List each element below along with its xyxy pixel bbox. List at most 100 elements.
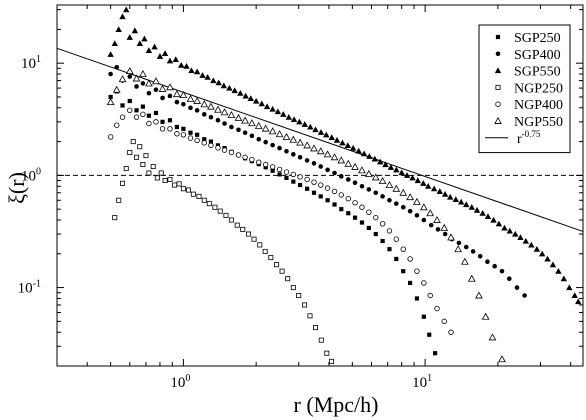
legend-box [478, 24, 571, 154]
data-point [228, 149, 235, 156]
data-point [339, 139, 346, 146]
data-point [452, 196, 460, 203]
data-point [538, 250, 546, 257]
data-point [382, 161, 389, 168]
data-point [120, 180, 126, 186]
data-point [296, 138, 304, 146]
power-law-line [56, 47, 584, 232]
data-point [393, 166, 400, 173]
data-point [195, 132, 200, 137]
data-point [196, 193, 202, 199]
data-point [302, 302, 308, 308]
data-point [285, 113, 293, 120]
data-point [127, 107, 133, 114]
data-point [333, 136, 341, 143]
data-point [153, 87, 159, 93]
data-point [106, 98, 115, 106]
legend-marker [494, 67, 502, 74]
data-point [324, 185, 331, 191]
data-point [420, 180, 427, 186]
data-point [215, 79, 222, 86]
data-point [332, 202, 337, 207]
data-point [254, 121, 263, 129]
data-point [290, 116, 298, 123]
data-point [221, 147, 228, 153]
data-point [123, 166, 129, 172]
x-tick-label: 101 [412, 373, 432, 391]
data-point [407, 256, 413, 262]
data-point [435, 227, 441, 232]
data-point [154, 175, 160, 181]
data-point [490, 216, 497, 223]
data-point [217, 208, 223, 214]
data-point [188, 130, 193, 135]
data-point [311, 179, 317, 185]
data-point [400, 204, 406, 210]
data-point [325, 167, 330, 173]
data-point [284, 175, 289, 180]
data-point [146, 113, 152, 118]
data-point [337, 156, 346, 164]
data-point [427, 332, 432, 337]
data-point [282, 132, 291, 140]
data-point [269, 164, 276, 170]
data-point [501, 224, 508, 231]
data-point [421, 217, 427, 223]
data-point [377, 158, 384, 165]
data-point [132, 74, 141, 82]
data-point [108, 71, 113, 77]
data-point [499, 268, 505, 274]
data-point [311, 161, 317, 166]
data-point [371, 155, 378, 162]
axis-ticks [56, 5, 583, 367]
data-point [329, 358, 335, 364]
data-point [111, 40, 118, 46]
data-point [414, 296, 420, 301]
data-point [229, 124, 234, 130]
data-point [107, 51, 114, 57]
data-point [488, 333, 497, 341]
data-point [290, 171, 297, 178]
legend-marker [495, 51, 501, 57]
data-point [156, 53, 164, 59]
data-point [323, 150, 332, 158]
data-point [167, 176, 173, 182]
data-point [268, 255, 274, 261]
data-point [414, 268, 420, 274]
data-point [176, 181, 182, 187]
data-point [178, 61, 185, 68]
data-point [373, 231, 378, 237]
data-point [352, 200, 358, 206]
data-point [234, 113, 243, 121]
data-point [428, 222, 434, 228]
series-ngp550 [106, 67, 506, 363]
data-point [366, 153, 373, 159]
data-point [468, 204, 475, 210]
data-point [263, 139, 268, 145]
data-point [514, 285, 520, 290]
data-point [242, 92, 249, 99]
legend-label: SGP400 [514, 48, 561, 63]
data-point [436, 188, 443, 194]
data-point [119, 13, 126, 20]
data-point [227, 111, 236, 118]
data-point [279, 268, 285, 274]
data-points [106, 6, 582, 364]
data-point [454, 245, 463, 253]
data-point [269, 105, 276, 112]
data-point [379, 221, 386, 227]
data-point [277, 172, 282, 177]
data-point [208, 139, 214, 144]
data-point [440, 223, 449, 231]
data-point [237, 90, 244, 96]
data-point [485, 259, 490, 265]
data-point [323, 131, 330, 138]
data-point [108, 94, 113, 100]
data-point [119, 114, 126, 120]
series-sgp250 [108, 89, 438, 356]
series-ngp250 [112, 139, 335, 364]
data-point [349, 144, 357, 151]
data-point [413, 197, 421, 205]
data-point [473, 206, 481, 213]
data-point [235, 152, 242, 158]
